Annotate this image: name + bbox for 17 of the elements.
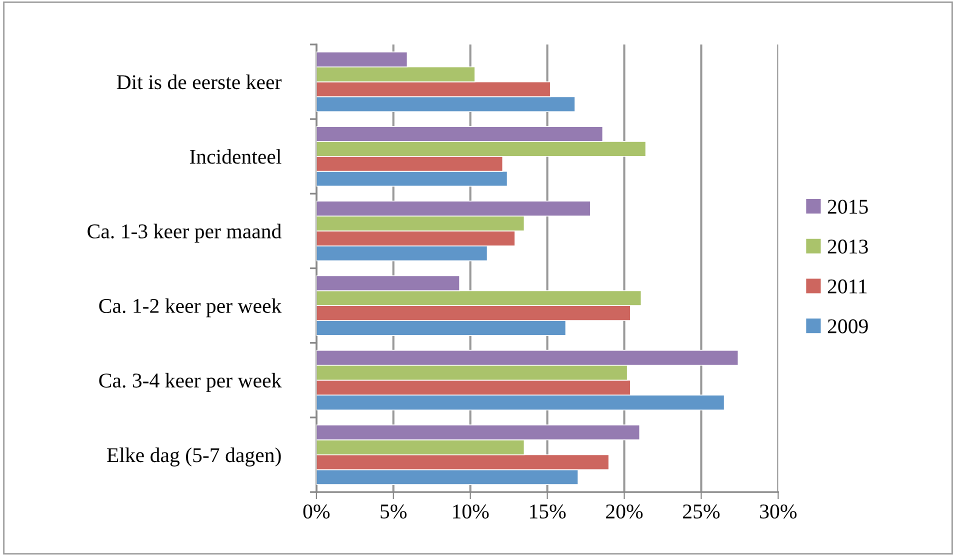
y-tick-label: Incidenteel (190, 149, 282, 164)
legend-label: 2009 (828, 319, 868, 334)
x-tick-label: 20% (606, 504, 643, 519)
legend-label: 2013 (828, 240, 868, 254)
y-tick-label: Elke dag (5-7 dagen) (107, 448, 281, 466)
y-tick-label: Ca. 3-4 keer per week (99, 372, 282, 392)
legend-label: 2015 (828, 200, 868, 214)
x-tick-label: 5% (380, 504, 407, 519)
x-tick-label: 10% (453, 504, 489, 519)
legend-label: 2011 (828, 279, 867, 294)
x-tick-label: 0% (303, 504, 330, 519)
x-tick-label: 30% (760, 504, 797, 519)
y-tick-label: Ca. 1-2 keer per week (99, 298, 282, 318)
y-tick-label: Ca. 1-3 keer per maand (88, 224, 282, 243)
x-tick-label: 15% (530, 504, 566, 519)
x-tick-label: 25% (683, 504, 720, 519)
y-tick-label: Dit is de eerste keer (116, 74, 282, 90)
